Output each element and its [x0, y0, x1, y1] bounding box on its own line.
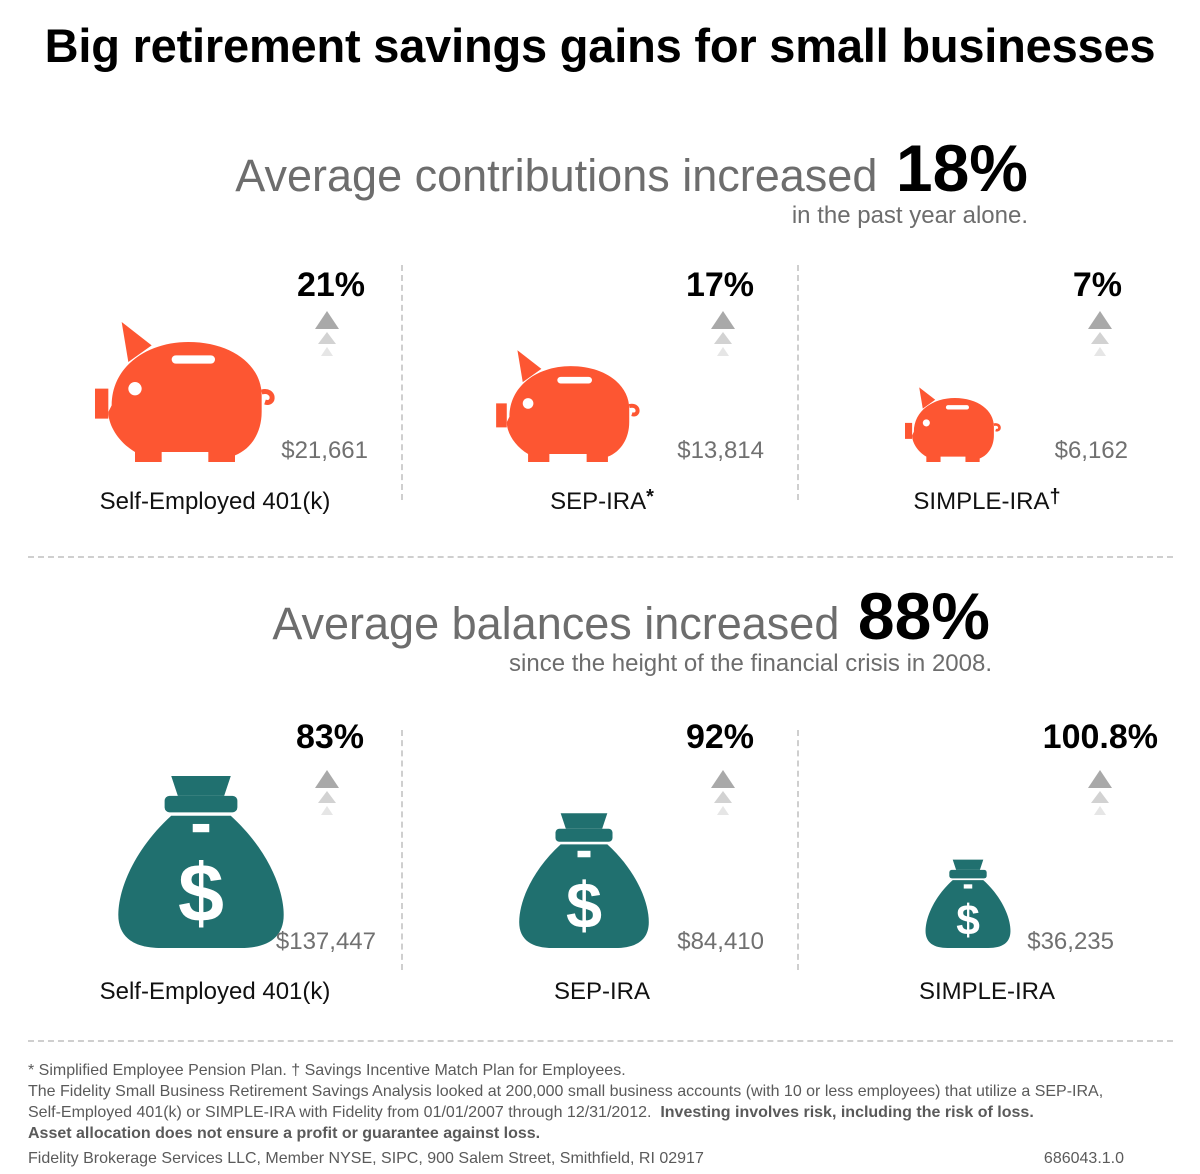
- column-divider: [797, 265, 799, 500]
- value-label: $6,162: [1054, 437, 1128, 464]
- balances-subtitle: since the height of the financial crisis…: [509, 650, 992, 677]
- up-arrow-icon: [315, 770, 339, 815]
- footer-code: 686043.1.0: [1043, 1150, 1124, 1167]
- footnote-mark: *: [646, 486, 654, 508]
- pct-change-label: 21%: [296, 266, 365, 304]
- footnote-analysis-2: Self-Employed 401(k) or SIMPLE-IRA with …: [28, 1102, 1178, 1123]
- pct-change-label: 100.8%: [1042, 718, 1158, 756]
- section-divider: [28, 1040, 1173, 1042]
- category-label: SEP-IRA: [452, 978, 752, 1006]
- value-label: $36,235: [1027, 928, 1114, 955]
- up-arrow-icon: [1088, 770, 1112, 815]
- value-label: $84,410: [677, 928, 764, 955]
- pct-change-label: 7%: [1072, 266, 1122, 304]
- contributions-subtitle: in the past year alone.: [791, 202, 1028, 229]
- column-divider: [401, 730, 403, 970]
- chart-mark-contribution-1: [496, 350, 640, 462]
- chart-mark-contribution-0: [94, 322, 275, 462]
- value-label: $137,447: [275, 928, 376, 955]
- footnote-analysis-2-text: Self-Employed 401(k) or SIMPLE-IRA with …: [28, 1104, 652, 1121]
- up-arrow-icon: [315, 311, 339, 356]
- svg-text:$: $: [566, 868, 602, 941]
- footnote-analysis-1: The Fidelity Small Business Retirement S…: [28, 1083, 1104, 1100]
- up-arrow-icon: [711, 311, 735, 356]
- up-arrow-icon: [711, 770, 735, 815]
- balances-headline-value: 88%: [857, 579, 990, 653]
- pct-change-label: 92%: [685, 718, 754, 756]
- category-label: Self-Employed 401(k): [65, 978, 365, 1006]
- footnotes: * Simplified Employee Pension Plan. † Sa…: [28, 1060, 1178, 1144]
- category-name: Self-Employed 401(k): [99, 488, 331, 515]
- up-arrow-icon: [1088, 311, 1112, 356]
- contributions-headline-value: 18%: [895, 131, 1028, 205]
- value-label: $21,661: [281, 437, 368, 464]
- footer-company: Fidelity Brokerage Services LLC, Member …: [28, 1150, 704, 1167]
- category-name: SIMPLE-IRA: [913, 488, 1050, 515]
- category-label: SEP-IRA*: [452, 486, 752, 516]
- category-label: SIMPLE-IRA†: [837, 486, 1137, 516]
- value-label: $13,814: [677, 437, 764, 464]
- footnote-risk: Investing involves risk, including the r…: [660, 1104, 1034, 1121]
- category-name: SEP-IRA: [553, 978, 651, 1005]
- svg-text:$: $: [956, 896, 980, 943]
- pct-change-label: 83%: [295, 718, 364, 756]
- contributions-headline: Average contributions increased 18%: [235, 130, 1028, 206]
- footnote-definitions: * Simplified Employee Pension Plan. † Sa…: [28, 1062, 626, 1079]
- pct-change-label: 17%: [685, 266, 754, 304]
- chart-mark-balance-0: $: [118, 776, 284, 948]
- section-divider: [28, 556, 1173, 558]
- category-name: SIMPLE-IRA: [918, 978, 1056, 1005]
- category-label: Self-Employed 401(k): [65, 488, 365, 516]
- footnote-mark: †: [1049, 486, 1061, 508]
- category-label: SIMPLE-IRA: [837, 978, 1137, 1006]
- chart-mark-balance-1: $: [519, 813, 649, 948]
- column-divider: [401, 265, 403, 500]
- page-title: Big retirement savings gains for small b…: [44, 19, 1156, 72]
- footnote-asset-allocation: Asset allocation does not ensure a profi…: [28, 1125, 541, 1142]
- chart-mark-contribution-2: [904, 387, 1001, 462]
- svg-text:$: $: [178, 847, 224, 940]
- chart-mark-balance-2: $: [925, 859, 1011, 948]
- category-name: Self-Employed 401(k): [99, 978, 331, 1005]
- contributions-headline-text: Average contributions increased: [235, 150, 878, 201]
- balances-headline-text: Average balances increased: [272, 598, 840, 649]
- column-divider: [797, 730, 799, 970]
- category-name: SEP-IRA: [550, 488, 647, 515]
- balances-headline: Average balances increased 88%: [272, 578, 990, 654]
